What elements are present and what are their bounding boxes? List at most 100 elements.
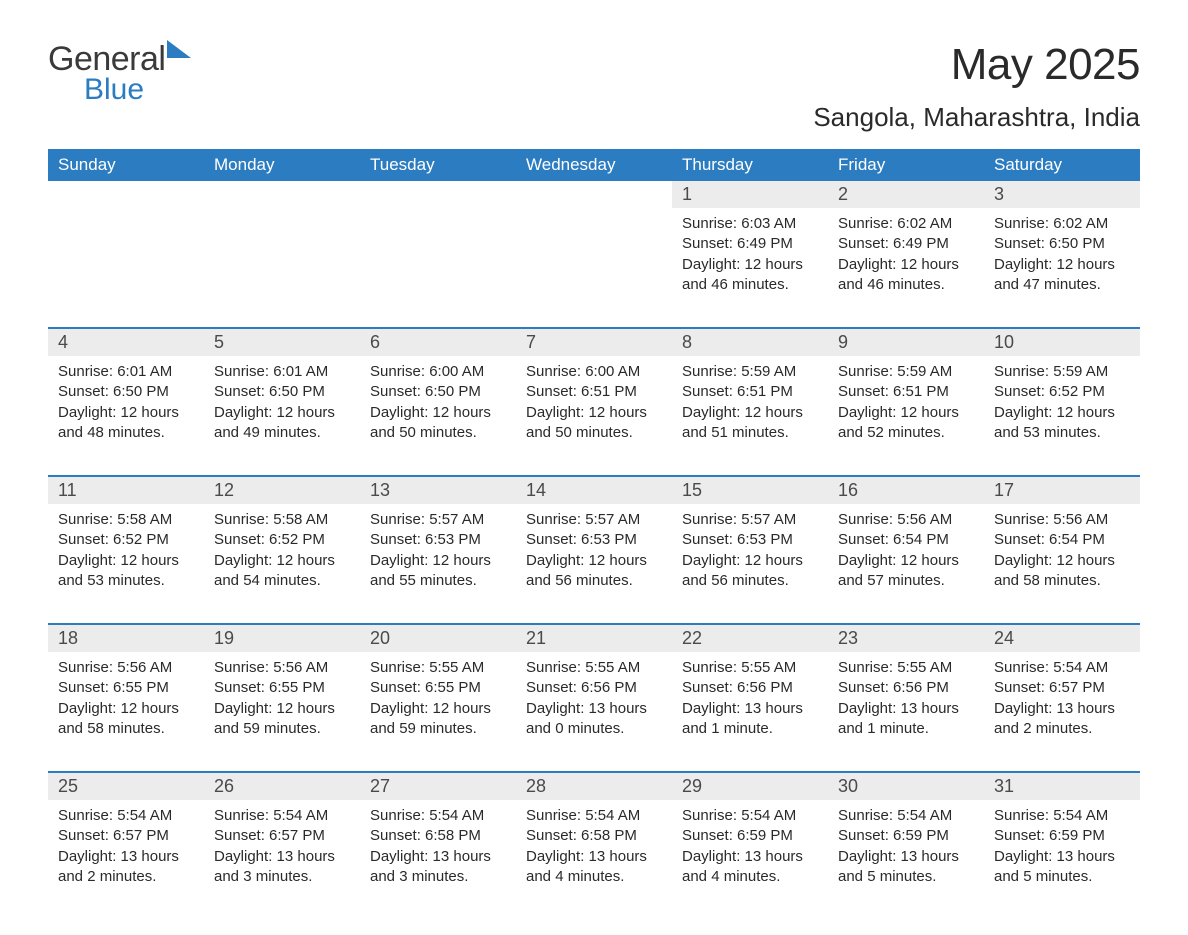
sunrise-text: Sunrise: 5:55 AM: [838, 658, 974, 678]
day-number: 8: [672, 329, 828, 356]
day-cell: 26Sunrise: 5:54 AMSunset: 6:57 PMDayligh…: [204, 773, 360, 895]
day-cell: 10Sunrise: 5:59 AMSunset: 6:52 PMDayligh…: [984, 329, 1140, 451]
day-cell: 11Sunrise: 5:58 AMSunset: 6:52 PMDayligh…: [48, 477, 204, 599]
sunset-text: Sunset: 6:52 PM: [58, 530, 194, 550]
day-body: Sunrise: 5:54 AMSunset: 6:58 PMDaylight:…: [370, 806, 506, 887]
logo: General Blue: [48, 40, 191, 107]
sunrise-text: Sunrise: 6:03 AM: [682, 214, 818, 234]
daylight-text: Daylight: 13 hours and 1 minute.: [682, 699, 818, 740]
day-body: Sunrise: 5:57 AMSunset: 6:53 PMDaylight:…: [370, 510, 506, 591]
sunrise-text: Sunrise: 5:54 AM: [370, 806, 506, 826]
sunrise-text: Sunrise: 5:55 AM: [682, 658, 818, 678]
sunrise-text: Sunrise: 5:57 AM: [370, 510, 506, 530]
day-cell: 19 Sunrise: 5:56 AMSunset: 6:55 PMDayligh…: [204, 625, 360, 747]
day-body: Sunrise: 5:56 AMSunset: 6:55 PMDaylight:…: [214, 658, 350, 739]
day-number: 13: [360, 477, 516, 504]
daylight-text: Daylight: 13 hours and 4 minutes.: [526, 847, 662, 888]
daylight-text: Daylight: 13 hours and 5 minutes.: [994, 847, 1130, 888]
day-cell: 31Sunrise: 5:54 AMSunset: 6:59 PMDayligh…: [984, 773, 1140, 895]
sunrise-text: Sunrise: 5:59 AM: [994, 362, 1130, 382]
sunset-text: Sunset: 6:49 PM: [838, 234, 974, 254]
day-number: 19: [204, 625, 360, 652]
sunset-text: Sunset: 6:56 PM: [838, 678, 974, 698]
sunrise-text: Sunrise: 5:54 AM: [994, 658, 1130, 678]
sunrise-text: Sunrise: 5:56 AM: [838, 510, 974, 530]
daylight-text: Daylight: 12 hours and 53 minutes.: [58, 551, 194, 592]
day-body: Sunrise: 5:57 AMSunset: 6:53 PMDaylight:…: [526, 510, 662, 591]
day-cell: 16Sunrise: 5:56 AMSunset: 6:54 PMDayligh…: [828, 477, 984, 599]
logo-blue-text: Blue: [84, 73, 191, 107]
day-body: Sunrise: 5:56 AMSunset: 6:54 PMDaylight:…: [994, 510, 1130, 591]
day-cell: 12 Sunrise: 5:58 AMSunset: 6:52 PMDayligh…: [204, 477, 360, 599]
sunrise-text: Sunrise: 5:54 AM: [682, 806, 818, 826]
sunrise-text: Sunrise: 5:54 AM: [214, 806, 350, 826]
day-body: Sunrise: 6:01 AMSunset: 6:50 PMDaylight:…: [214, 362, 350, 443]
day-of-week-header: SundayMondayTuesdayWednesdayThursdayFrid…: [48, 149, 1140, 181]
daylight-text: Daylight: 13 hours and 0 minutes.: [526, 699, 662, 740]
empty-cell: [360, 181, 516, 303]
empty-cell: [516, 181, 672, 303]
day-cell: 28Sunrise: 5:54 AMSunset: 6:58 PMDayligh…: [516, 773, 672, 895]
sunset-text: Sunset: 6:53 PM: [370, 530, 506, 550]
sunrise-text: Sunrise: 5:56 AM: [214, 658, 350, 678]
daylight-text: Daylight: 13 hours and 1 minute.: [838, 699, 974, 740]
day-cell: 13 Sunrise: 5:57 AMSunset: 6:53 PMDayligh…: [360, 477, 516, 599]
day-number: 3: [984, 181, 1140, 208]
daylight-text: Daylight: 12 hours and 59 minutes.: [370, 699, 506, 740]
day-body: Sunrise: 5:55 AMSunset: 6:56 PMDaylight:…: [682, 658, 818, 739]
sunrise-text: Sunrise: 6:01 AM: [58, 362, 194, 382]
sunset-text: Sunset: 6:51 PM: [682, 382, 818, 402]
daylight-text: Daylight: 12 hours and 54 minutes.: [214, 551, 350, 592]
sunrise-text: Sunrise: 5:54 AM: [994, 806, 1130, 826]
sunrise-text: Sunrise: 5:55 AM: [370, 658, 506, 678]
day-number: 28: [516, 773, 672, 800]
day-number: 10: [984, 329, 1140, 356]
day-cell: 5 Sunrise: 6:01 AMSunset: 6:50 PMDaylight…: [204, 329, 360, 451]
sunset-text: Sunset: 6:57 PM: [994, 678, 1130, 698]
sunrise-text: Sunrise: 5:59 AM: [682, 362, 818, 382]
sunset-text: Sunset: 6:56 PM: [682, 678, 818, 698]
day-body: Sunrise: 5:58 AMSunset: 6:52 PMDaylight:…: [214, 510, 350, 591]
location-label: Sangola, Maharashtra, India: [813, 102, 1140, 133]
day-number: 30: [828, 773, 984, 800]
sunset-text: Sunset: 6:51 PM: [838, 382, 974, 402]
day-cell: 25Sunrise: 5:54 AMSunset: 6:57 PMDayligh…: [48, 773, 204, 895]
sunrise-text: Sunrise: 5:56 AM: [58, 658, 194, 678]
sunset-text: Sunset: 6:54 PM: [838, 530, 974, 550]
sunset-text: Sunset: 6:50 PM: [994, 234, 1130, 254]
daylight-text: Daylight: 12 hours and 56 minutes.: [682, 551, 818, 592]
day-number: 7: [516, 329, 672, 356]
daylight-text: Daylight: 12 hours and 47 minutes.: [994, 255, 1130, 296]
day-cell: 30Sunrise: 5:54 AMSunset: 6:59 PMDayligh…: [828, 773, 984, 895]
day-cell: 29Sunrise: 5:54 AMSunset: 6:59 PMDayligh…: [672, 773, 828, 895]
week-row: 4Sunrise: 6:01 AMSunset: 6:50 PMDaylight…: [48, 327, 1140, 451]
week-row: 25Sunrise: 5:54 AMSunset: 6:57 PMDayligh…: [48, 771, 1140, 895]
day-body: Sunrise: 5:56 AMSunset: 6:54 PMDaylight:…: [838, 510, 974, 591]
daylight-text: Daylight: 13 hours and 4 minutes.: [682, 847, 818, 888]
day-number: 25: [48, 773, 204, 800]
day-number: 26: [204, 773, 360, 800]
day-number: 15: [672, 477, 828, 504]
day-number: 5: [204, 329, 360, 356]
day-cell: 27Sunrise: 5:54 AMSunset: 6:58 PMDayligh…: [360, 773, 516, 895]
day-body: Sunrise: 5:54 AMSunset: 6:59 PMDaylight:…: [682, 806, 818, 887]
dow-thursday: Thursday: [672, 149, 828, 181]
sunset-text: Sunset: 6:52 PM: [214, 530, 350, 550]
sunset-text: Sunset: 6:59 PM: [838, 826, 974, 846]
dow-monday: Monday: [204, 149, 360, 181]
sunset-text: Sunset: 6:49 PM: [682, 234, 818, 254]
sunset-text: Sunset: 6:54 PM: [994, 530, 1130, 550]
day-number: 12: [204, 477, 360, 504]
day-body: Sunrise: 5:55 AMSunset: 6:55 PMDaylight:…: [370, 658, 506, 739]
day-cell: 17Sunrise: 5:56 AMSunset: 6:54 PMDayligh…: [984, 477, 1140, 599]
sunset-text: Sunset: 6:57 PM: [214, 826, 350, 846]
empty-cell: [204, 181, 360, 303]
day-cell: 21Sunrise: 5:55 AMSunset: 6:56 PMDayligh…: [516, 625, 672, 747]
day-body: Sunrise: 6:02 AMSunset: 6:49 PMDaylight:…: [838, 214, 974, 295]
sunrise-text: Sunrise: 6:00 AM: [370, 362, 506, 382]
day-number: 14: [516, 477, 672, 504]
daylight-text: Daylight: 12 hours and 56 minutes.: [526, 551, 662, 592]
day-number: 20: [360, 625, 516, 652]
day-cell: 8Sunrise: 5:59 AMSunset: 6:51 PMDaylight…: [672, 329, 828, 451]
day-body: Sunrise: 5:56 AMSunset: 6:55 PMDaylight:…: [58, 658, 194, 739]
